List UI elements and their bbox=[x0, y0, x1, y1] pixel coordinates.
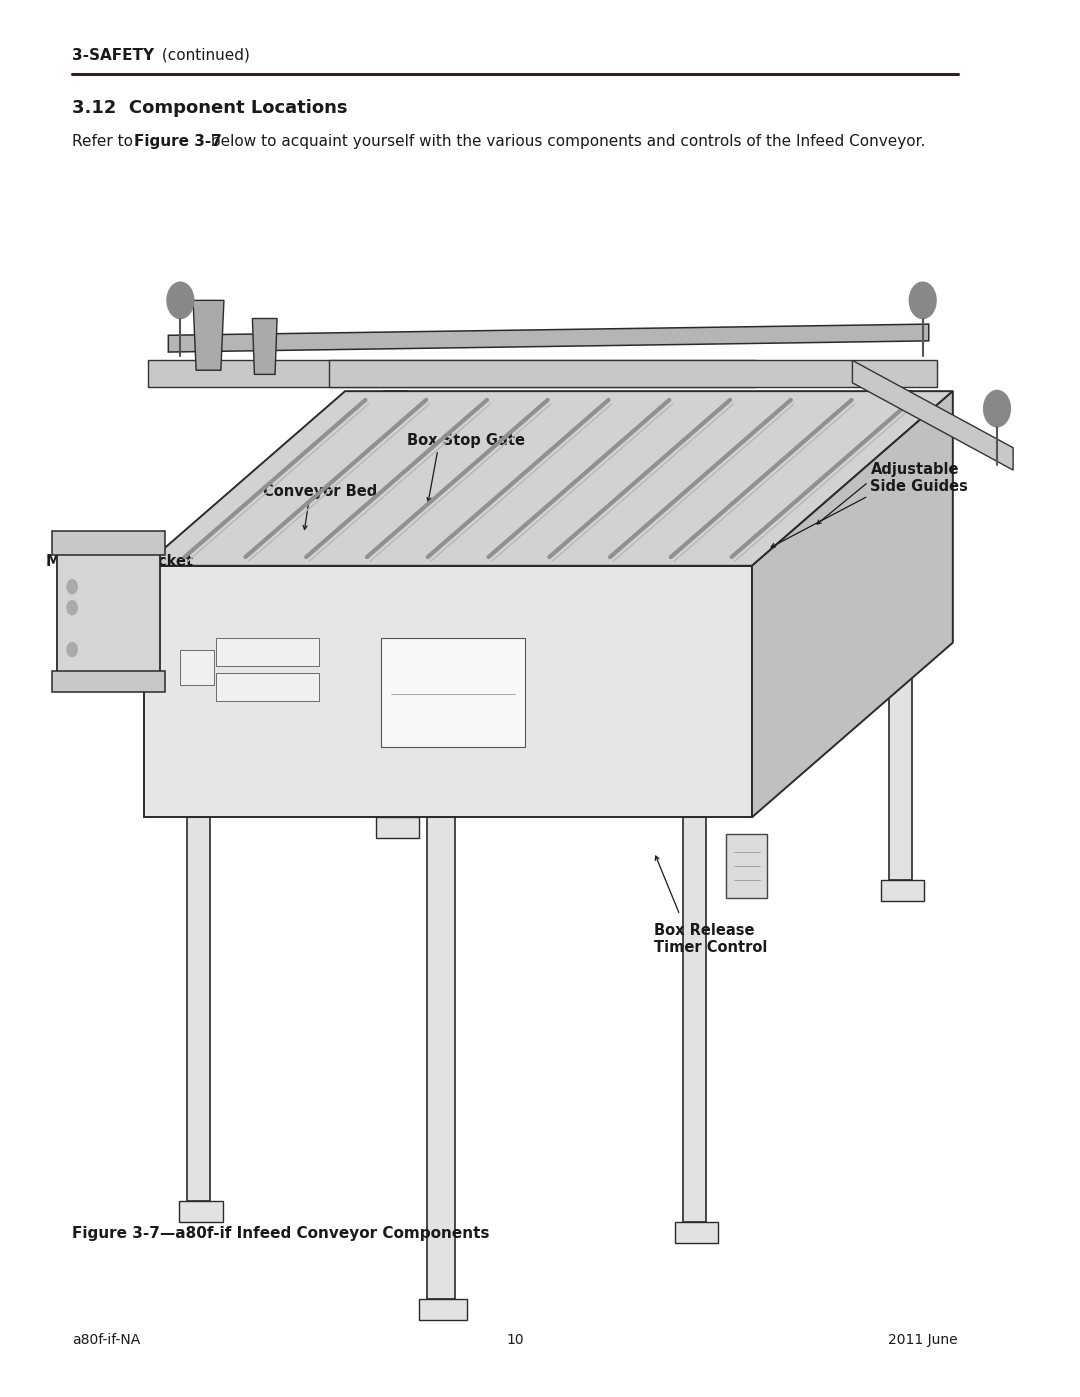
Polygon shape bbox=[180, 650, 214, 685]
Polygon shape bbox=[376, 817, 419, 838]
Polygon shape bbox=[52, 531, 165, 555]
Text: Case Sealing Systems: Case Sealing Systems bbox=[419, 700, 488, 705]
Polygon shape bbox=[188, 817, 211, 1201]
Polygon shape bbox=[384, 391, 407, 817]
Polygon shape bbox=[381, 638, 525, 747]
Polygon shape bbox=[253, 319, 278, 374]
Text: 3-SAFETY: 3-SAFETY bbox=[72, 47, 154, 63]
Polygon shape bbox=[56, 545, 160, 678]
Polygon shape bbox=[329, 360, 936, 387]
Polygon shape bbox=[726, 834, 768, 898]
Polygon shape bbox=[852, 360, 1013, 469]
Polygon shape bbox=[179, 1201, 222, 1222]
Text: Box Release
Timer Control: Box Release Timer Control bbox=[654, 922, 768, 956]
Polygon shape bbox=[145, 566, 752, 817]
Circle shape bbox=[67, 580, 78, 594]
Text: Figure 3-7: Figure 3-7 bbox=[134, 134, 221, 149]
Circle shape bbox=[67, 601, 78, 615]
Polygon shape bbox=[168, 324, 929, 352]
Text: 3.12  Component Locations: 3.12 Component Locations bbox=[72, 99, 348, 117]
Text: a80f-if: a80f-if bbox=[444, 724, 462, 729]
Circle shape bbox=[909, 282, 936, 319]
Polygon shape bbox=[52, 671, 165, 692]
Circle shape bbox=[67, 643, 78, 657]
Text: Mounting Bracket: Mounting Bracket bbox=[46, 555, 193, 569]
Polygon shape bbox=[193, 300, 224, 370]
Text: Conveyor Bed: Conveyor Bed bbox=[262, 485, 377, 499]
Text: Refer to: Refer to bbox=[72, 134, 138, 149]
Text: below to acquaint yourself with the various components and controls of the Infee: below to acquaint yourself with the vari… bbox=[206, 134, 926, 149]
Polygon shape bbox=[675, 1222, 718, 1243]
Text: (continued): (continued) bbox=[157, 47, 249, 63]
Text: a80f-if-NA: a80f-if-NA bbox=[72, 1333, 140, 1347]
Polygon shape bbox=[419, 1299, 467, 1320]
Polygon shape bbox=[428, 817, 455, 1299]
Text: 2011 June: 2011 June bbox=[889, 1333, 958, 1347]
Text: 10: 10 bbox=[507, 1333, 524, 1347]
Text: Figure 3-7—a80f-if Infeed Conveyor Components: Figure 3-7—a80f-if Infeed Conveyor Compo… bbox=[72, 1225, 489, 1241]
Polygon shape bbox=[216, 673, 320, 701]
Polygon shape bbox=[880, 880, 924, 901]
Text: 3M·Matic: 3M·Matic bbox=[423, 671, 484, 685]
Text: Adjustable
Side Guides: Adjustable Side Guides bbox=[870, 461, 969, 495]
Polygon shape bbox=[889, 391, 912, 880]
Polygon shape bbox=[216, 638, 320, 666]
Circle shape bbox=[167, 282, 193, 319]
Polygon shape bbox=[683, 817, 705, 1222]
Polygon shape bbox=[148, 360, 756, 387]
Polygon shape bbox=[752, 391, 953, 817]
Text: Box Stop Gate: Box Stop Gate bbox=[407, 433, 525, 447]
Polygon shape bbox=[145, 391, 953, 566]
Circle shape bbox=[984, 390, 1011, 427]
